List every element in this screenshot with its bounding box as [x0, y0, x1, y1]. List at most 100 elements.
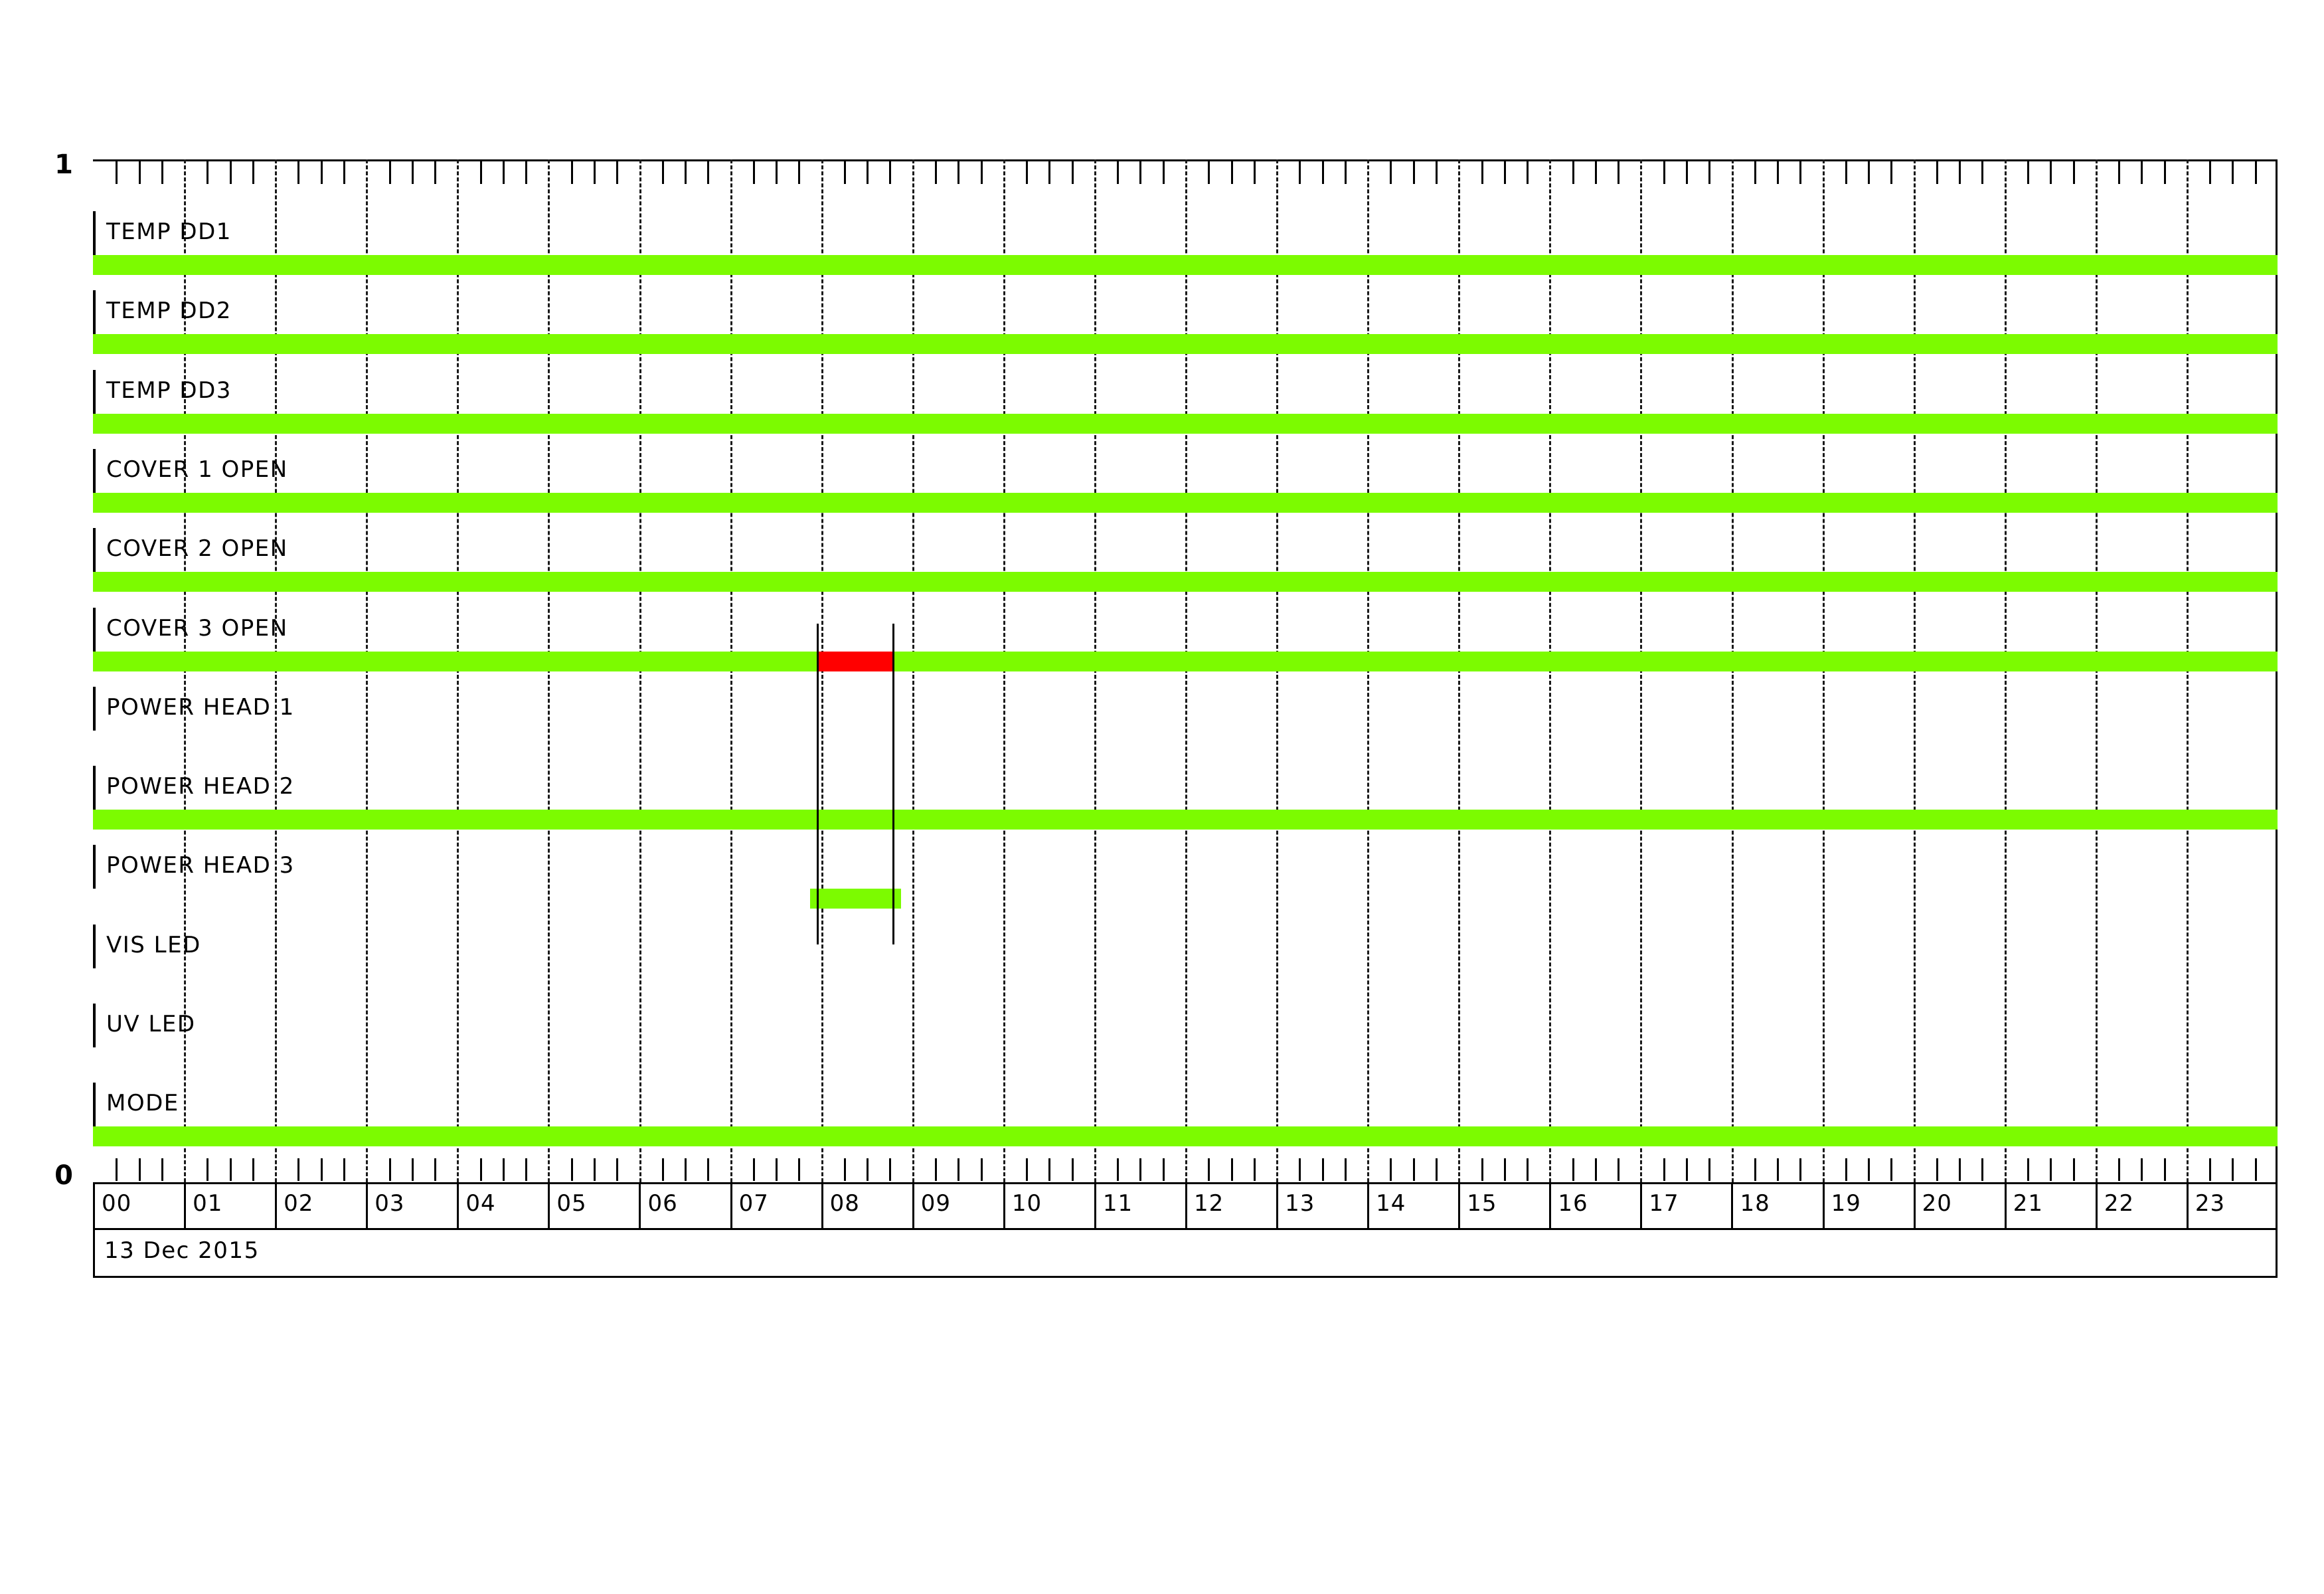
minor-tick — [1868, 1158, 1870, 1181]
minor-tick — [867, 1158, 869, 1181]
minor-tick — [2027, 161, 2030, 184]
minor-tick — [1663, 161, 1665, 184]
hour-label: 11 — [1102, 1190, 1133, 1217]
hour-label-cell: 13 — [1278, 1184, 1370, 1228]
minor-tick — [434, 161, 437, 184]
minor-tick — [707, 1158, 710, 1181]
channel-label-power-head-2: POWER HEAD 2 — [106, 773, 295, 800]
minor-tick — [1139, 161, 1142, 184]
minor-tick — [1026, 1158, 1029, 1181]
channel-label-cover-1-open: COVER 1 OPEN — [106, 456, 288, 483]
minor-tick — [1845, 1158, 1847, 1181]
minor-tick — [1162, 161, 1165, 184]
minor-tick — [297, 1158, 300, 1181]
minor-tick — [843, 161, 846, 184]
minor-tick — [1481, 1158, 1483, 1181]
minor-tick — [752, 161, 755, 184]
minor-tick — [1208, 161, 1210, 184]
minor-tick — [252, 1158, 254, 1181]
channel-label-cover-2-open: COVER 2 OPEN — [106, 535, 288, 563]
hour-label: 17 — [1649, 1190, 1679, 1217]
minor-tick — [229, 161, 232, 184]
minor-tick — [685, 161, 687, 184]
minor-tick — [798, 161, 801, 184]
minor-tick — [1208, 1158, 1210, 1181]
minor-tick — [1139, 1158, 1142, 1181]
minor-tick — [1527, 161, 1529, 184]
minor-tick — [1594, 161, 1597, 184]
y-axis-row-tick — [93, 1004, 96, 1047]
channel-label-temp-dd3: TEMP DD3 — [106, 377, 232, 404]
minor-tick — [479, 1158, 482, 1181]
minor-tick — [411, 161, 414, 184]
minor-tick — [1981, 161, 1984, 184]
hour-label-cell: 01 — [186, 1184, 278, 1228]
hour-label-cell: 16 — [1551, 1184, 1643, 1228]
y-axis-row-tick — [93, 528, 96, 573]
minor-tick — [297, 161, 300, 184]
event-marker-line — [892, 623, 894, 944]
y-axis-row-tick — [93, 290, 96, 335]
minor-tick — [1777, 1158, 1780, 1181]
minor-tick — [1685, 1158, 1688, 1181]
state-bar-on — [93, 255, 2278, 275]
hour-label-cell: 21 — [2007, 1184, 2098, 1228]
hour-label: 05 — [556, 1190, 587, 1217]
minor-tick — [1026, 161, 1029, 184]
minor-tick — [2141, 1158, 2143, 1181]
minor-tick — [1868, 161, 1870, 184]
minor-tick — [1754, 161, 1756, 184]
hour-label-cell: 18 — [1734, 1184, 1825, 1228]
date-label: 13 Dec 2015 — [104, 1237, 260, 1264]
minor-tick — [1890, 1158, 1893, 1181]
state-bar-on — [93, 651, 817, 671]
minor-tick — [1117, 161, 1120, 184]
minor-tick — [138, 1158, 141, 1181]
hour-label-cell: 08 — [823, 1184, 914, 1228]
minor-tick — [1845, 161, 1847, 184]
minor-tick — [116, 1158, 118, 1181]
minor-tick — [2050, 161, 2052, 184]
hour-label: 23 — [2195, 1190, 2226, 1217]
minor-tick — [320, 161, 323, 184]
hour-label: 00 — [102, 1190, 132, 1217]
minor-tick — [616, 1158, 619, 1181]
minor-tick — [1071, 161, 1074, 184]
hour-label: 14 — [1376, 1190, 1406, 1217]
hour-label: 19 — [1831, 1190, 1861, 1217]
minor-tick — [1503, 161, 1506, 184]
channel-label-mode: MODE — [106, 1090, 179, 1117]
state-bar-on — [93, 334, 2278, 355]
hour-label-cell: 23 — [2189, 1184, 2280, 1228]
y-axis-row-tick — [93, 1083, 96, 1127]
hour-label-cell: 15 — [1460, 1184, 1552, 1228]
hour-label: 08 — [829, 1190, 860, 1217]
hour-label-cell: 11 — [1096, 1184, 1187, 1228]
minor-tick — [2163, 161, 2166, 184]
hour-label: 06 — [647, 1190, 678, 1217]
hour-label: 13 — [1285, 1190, 1315, 1217]
hour-label-cell: 10 — [1005, 1184, 1096, 1228]
minor-tick — [502, 1158, 505, 1181]
minor-tick — [1048, 161, 1051, 184]
y-axis-row-tick — [93, 766, 96, 810]
minor-tick — [1071, 1158, 1074, 1181]
minor-tick — [161, 1158, 163, 1181]
minor-tick — [1685, 161, 1688, 184]
hour-label: 01 — [193, 1190, 223, 1217]
date-strip: 13 Dec 2015 — [93, 1230, 2278, 1278]
minor-tick — [843, 1158, 846, 1181]
minor-tick — [2072, 1158, 2075, 1181]
minor-tick — [798, 1158, 801, 1181]
minor-tick — [1777, 161, 1780, 184]
hour-label: 04 — [465, 1190, 496, 1217]
minor-tick — [1435, 1158, 1438, 1181]
hour-label-cell: 06 — [641, 1184, 732, 1228]
minor-tick — [2209, 161, 2212, 184]
minor-tick — [2232, 161, 2234, 184]
minor-tick — [1048, 1158, 1051, 1181]
minor-tick — [207, 161, 209, 184]
minor-tick — [1572, 161, 1574, 184]
state-bar-on — [810, 889, 902, 909]
hour-label-cell: 22 — [2098, 1184, 2189, 1228]
